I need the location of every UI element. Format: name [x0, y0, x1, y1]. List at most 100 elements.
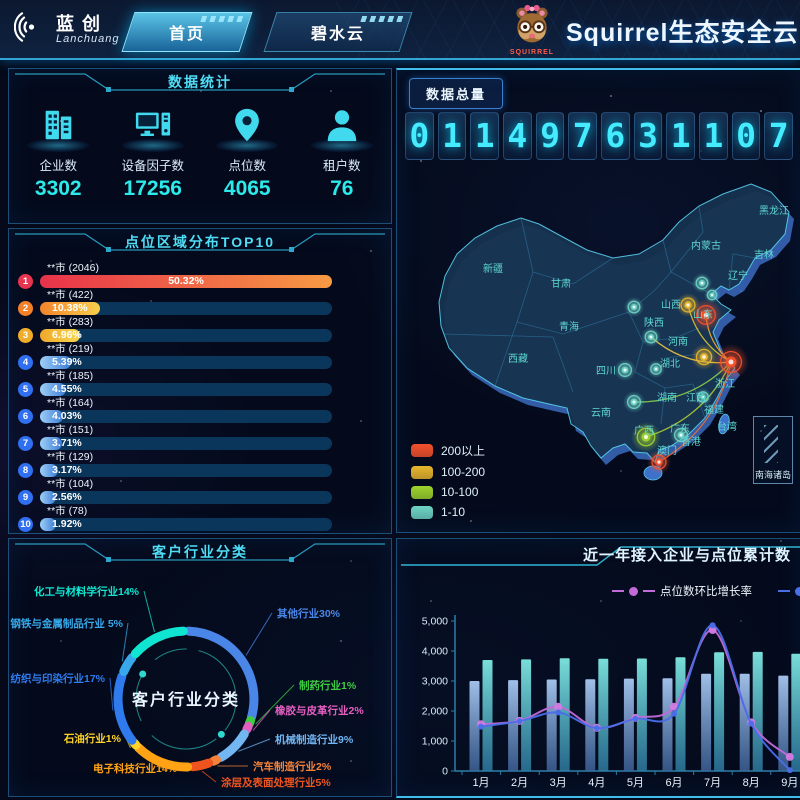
- donut-segment: [130, 626, 188, 659]
- mascot-caption: SQUIRREL: [509, 49, 555, 56]
- nav-tabs: 首页 碧水云: [121, 12, 430, 52]
- panel-title-industry: 客户行业分类: [152, 544, 248, 560]
- panel-title-statistics: 数据统计: [168, 74, 232, 90]
- top10-row-label: **市 (422): [47, 289, 94, 301]
- counter-digit: 9: [535, 112, 565, 160]
- south-china-sea-inset: 南海诸岛: [753, 416, 793, 484]
- bar-month-5月-s0: [623, 678, 634, 771]
- heat-spot: [713, 344, 749, 380]
- rank-badge: 3: [18, 327, 33, 343]
- trend-point: [709, 622, 716, 629]
- stat-label: 点位数: [228, 159, 266, 173]
- donut-label: 其他行业30%: [277, 607, 341, 620]
- nav-tab-0[interactable]: 首页: [121, 12, 253, 52]
- squirrel-mascot: SQUIRREL: [505, 3, 559, 56]
- donut-segment: [188, 758, 214, 772]
- app-title: Squirrel生态安全云: [566, 19, 799, 47]
- panel-title-top10: 点位区域分布TOP10: [124, 234, 276, 250]
- rank-badge: 1: [18, 273, 33, 289]
- counter-digit: 1: [699, 112, 728, 160]
- trend-point: [748, 720, 755, 727]
- map-legend-item: 1-10: [411, 505, 485, 519]
- top10-bar-track: 3.17%: [40, 463, 332, 477]
- heat-spot: [624, 297, 644, 317]
- map-legend: 200以上 100-200 10-100 1-10: [411, 442, 485, 525]
- bar-month-1月-s1: [482, 660, 493, 771]
- y-axis-tick: 3,000: [422, 676, 448, 688]
- bar-month-6月-s0: [662, 678, 673, 771]
- province-label: 辽宁: [728, 269, 748, 282]
- top10-bar-fill: [40, 355, 72, 369]
- donut-segment: [208, 755, 221, 766]
- stat-device: 设备因子数 17256: [106, 106, 201, 201]
- province-label: 湖南: [657, 391, 677, 404]
- top10-bar-fill: [40, 409, 64, 423]
- province-label: 山西: [661, 299, 681, 311]
- brand-logo[interactable]: 蓝创 Lanchuang: [13, 12, 120, 47]
- bar-month-7月-s1: [714, 652, 725, 771]
- stat-value: 4065: [223, 177, 271, 200]
- stat-building: 企业数 3302: [11, 106, 106, 201]
- x-axis-label: 6月: [665, 777, 682, 789]
- top10-row: **市 (422) 2 10.38%: [18, 289, 381, 316]
- province-label: 甘肃: [551, 277, 571, 290]
- industry-donut-chart: 其他行业30% 制药行业1% 橡胶与皮革行业2% 机械制造行业9% 汽车制造行业2% 涂层…: [10, 585, 364, 789]
- top10-percent: 6.96%: [52, 328, 82, 341]
- top10-bar-track: 1.92%: [40, 517, 332, 531]
- donut-label: 汽车制造行业2%: [253, 760, 332, 773]
- legend-label: 200以上: [441, 444, 486, 458]
- x-axis-label: 7月: [704, 777, 721, 789]
- icon-pedestal: [27, 139, 90, 152]
- top10-bar-track: 3.71%: [40, 436, 332, 450]
- icon-pedestal: [121, 139, 184, 152]
- trend-point: [555, 709, 562, 716]
- donut-label: 电子科技行业14%: [93, 762, 178, 775]
- top10-bar-fill: [40, 517, 56, 531]
- inset-label: 南海诸岛: [754, 470, 791, 480]
- logo-text-en: Lanchuang: [56, 32, 120, 45]
- top10-percent: 3.17%: [52, 463, 82, 476]
- top-header: 蓝创 Lanchuang 首页 碧水云 SQUIRREL Squirr: [0, 0, 800, 60]
- top10-row-label: **市 (129): [47, 451, 94, 463]
- nav-tab-1[interactable]: 碧水云: [263, 12, 413, 52]
- panel-header-deco: [15, 73, 385, 92]
- heat-spot: [647, 450, 671, 474]
- trend-legend-item[interactable]: [778, 586, 800, 596]
- trend-combo-chart[interactable]: 0 1,000 2,000 3,000 4,000 5,000 1月 2月 3月 4月 5月 6月 7月…: [397, 599, 800, 791]
- logo-text-cn: 蓝创: [56, 13, 108, 34]
- top10-percent: 2.56%: [52, 490, 82, 503]
- bar-month-2月-s0: [508, 680, 519, 771]
- province-label: 四川: [596, 366, 616, 377]
- trend-legend-item[interactable]: 点位数环比增长率: [612, 583, 752, 599]
- map-legend-item: 200以上: [411, 442, 485, 459]
- heat-spot: [692, 273, 712, 293]
- x-axis-label: 2月: [511, 777, 528, 789]
- rank-badge: 7: [18, 435, 33, 451]
- donut-segment: [133, 742, 193, 772]
- bar-month-9月-s1: [791, 653, 800, 771]
- top10-bar-track: 5.39%: [40, 355, 332, 369]
- panel-header-deco: [15, 233, 385, 252]
- top10-percent: 1.92%: [52, 517, 82, 530]
- counter-digit: 6: [601, 112, 630, 160]
- legend-swatch: [411, 444, 433, 457]
- top10-percent: 10.38%: [52, 301, 88, 314]
- top10-row: **市 (283) 3 6.96%: [18, 316, 381, 343]
- trend-point: [671, 710, 677, 717]
- province-label: 福建: [704, 403, 724, 416]
- bar-month-6月-s1: [675, 657, 686, 771]
- top10-bar-fill: [40, 490, 56, 504]
- donut-label: 钢铁与金属制品行业 5%: [10, 617, 123, 630]
- top10-row-label: **市 (185): [47, 370, 94, 382]
- province-label: 广西: [634, 425, 654, 437]
- top10-row: **市 (2046) 1 50.32%: [18, 262, 381, 289]
- stat-value: 76: [330, 177, 354, 200]
- rank-badge: 4: [18, 354, 33, 370]
- legend-swatch: [411, 485, 433, 499]
- heat-spot: [676, 293, 700, 317]
- top10-row-label: **市 (2046): [47, 262, 99, 274]
- counter-digit: 3: [633, 112, 663, 160]
- top10-row: **市 (78) 10 1.92%: [18, 505, 381, 532]
- heat-spot: [623, 391, 645, 413]
